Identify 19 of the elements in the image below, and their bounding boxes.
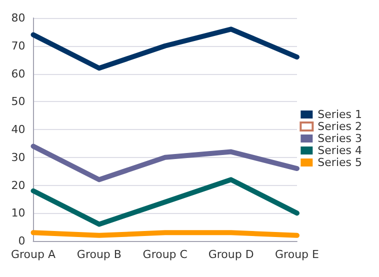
y-tick-label: 30 [11,150,26,164]
x-tick-label: Group E [275,248,320,261]
legend-label: Series 5 [318,156,362,169]
x-tick-label: Group B [76,248,122,261]
legend-label: Series 3 [318,132,362,145]
legend-label: Series 4 [318,144,362,157]
y-tick-label: 60 [11,67,26,80]
x-tick-label: Group C [142,248,188,261]
y-tick-label: 20 [11,178,26,192]
legend-label: Series 2 [318,120,362,133]
legend-label: Series 1 [318,108,362,121]
y-tick-label: 40 [11,123,26,136]
y-tick-label: 70 [11,39,26,52]
x-tick-label: Group A [10,248,56,261]
y-tick-label: 10 [11,206,26,220]
y-tick-label: 80 [11,12,26,24]
x-tick-label: Group D [208,248,254,261]
y-tick-label: 0 [18,234,26,248]
y-tick-label: 50 [11,95,26,108]
